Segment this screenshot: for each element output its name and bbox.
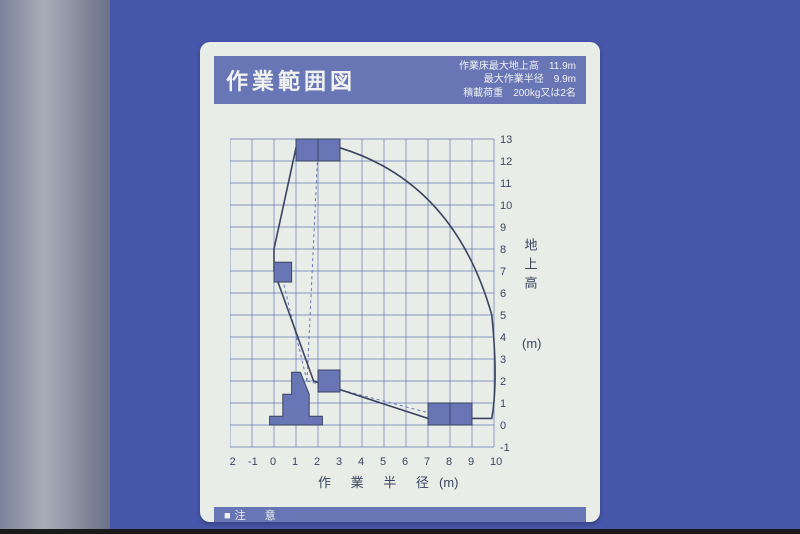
svg-text:4: 4 <box>500 332 506 344</box>
svg-text:2: 2 <box>500 376 506 388</box>
svg-text:10: 10 <box>500 200 512 212</box>
header-bar: 作業範囲図 作業床最大地上高 11.9m 最大作業半径 9.9m 積載荷重 20… <box>214 56 586 104</box>
svg-text:9: 9 <box>468 456 474 468</box>
spec-list: 作業床最大地上高 11.9m 最大作業半径 9.9m 積載荷重 200kg又は2… <box>459 60 576 101</box>
svg-text:1: 1 <box>500 398 506 410</box>
svg-text:1: 1 <box>292 456 298 468</box>
working-range-chart-svg: -1012345678910111213-2-1012345678910地上高(… <box>230 117 570 512</box>
svg-text:地上高: 地上高 <box>523 238 538 295</box>
svg-text:3: 3 <box>500 354 506 366</box>
spec-row: 最大作業半径 9.9m <box>459 73 576 87</box>
svg-text:4: 4 <box>358 456 364 468</box>
svg-text:10: 10 <box>490 456 502 468</box>
svg-text:12: 12 <box>500 156 512 168</box>
svg-text:8: 8 <box>500 244 506 256</box>
spec-value: 9.9m <box>554 73 576 87</box>
svg-text:-1: -1 <box>500 442 510 454</box>
svg-text:-1: -1 <box>248 456 258 468</box>
svg-text:5: 5 <box>380 456 386 468</box>
svg-text:5: 5 <box>500 310 506 322</box>
svg-text:11: 11 <box>500 178 511 190</box>
machine-frame-edge <box>0 0 110 534</box>
svg-text:13: 13 <box>500 134 512 146</box>
svg-text:-2: -2 <box>230 456 236 468</box>
svg-text:6: 6 <box>500 288 506 300</box>
svg-text:6: 6 <box>402 456 408 468</box>
spec-label: 作業床最大地上高 <box>459 60 539 74</box>
svg-text:作 業 半 径: 作 業 半 径 <box>318 475 437 490</box>
spec-row: 積載荷重 200kg又は2名 <box>459 87 576 101</box>
spec-row: 作業床最大地上高 11.9m <box>459 60 576 74</box>
svg-text:8: 8 <box>446 456 452 468</box>
diagram-title: 作業範囲図 <box>226 64 356 96</box>
svg-text:0: 0 <box>270 456 276 468</box>
chart-area: -1012345678910111213-2-1012345678910地上高(… <box>230 117 570 512</box>
footer-caution-bar: ■注 意 <box>214 507 586 522</box>
svg-text:7: 7 <box>424 456 430 468</box>
svg-text:0: 0 <box>500 420 506 432</box>
spec-value: 11.9m <box>549 60 576 74</box>
svg-text:(m): (m) <box>439 475 459 490</box>
svg-text:3: 3 <box>336 456 342 468</box>
svg-text:7: 7 <box>500 266 506 278</box>
svg-text:(m): (m) <box>522 336 542 351</box>
working-range-label-plate: 作業範囲図 作業床最大地上高 11.9m 最大作業半径 9.9m 積載荷重 20… <box>200 42 600 522</box>
spec-label: 最大作業半径 <box>484 73 544 87</box>
caution-label: ■注 意 <box>224 507 280 523</box>
svg-text:2: 2 <box>314 456 320 468</box>
spec-label: 積載荷重 <box>463 87 503 101</box>
spec-value: 200kg又は2名 <box>513 87 576 101</box>
svg-text:9: 9 <box>500 222 506 234</box>
